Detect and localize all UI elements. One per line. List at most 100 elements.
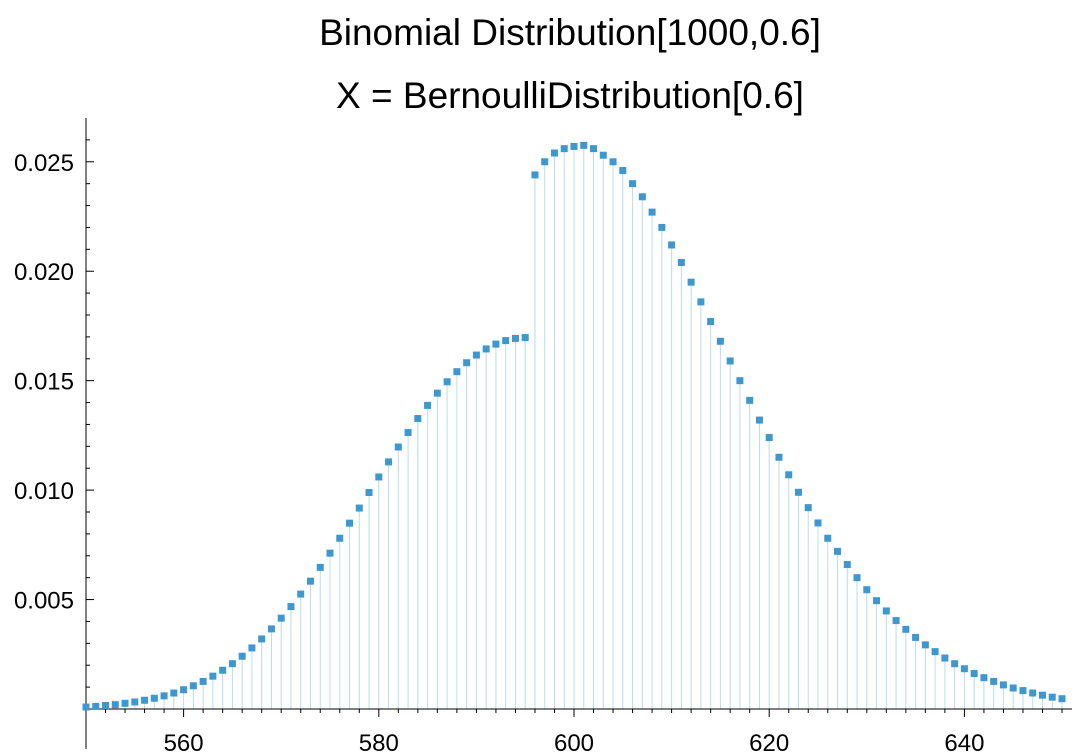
- data-point: [677, 258, 685, 266]
- data-point: [736, 377, 744, 385]
- data-point: [209, 672, 217, 680]
- data-point: [258, 635, 266, 643]
- data-point: [1038, 691, 1046, 699]
- data-point: [287, 603, 295, 611]
- data-point: [560, 145, 568, 153]
- data-point: [570, 142, 578, 150]
- data-point: [365, 489, 373, 497]
- data-point: [658, 223, 666, 231]
- data-point: [794, 488, 802, 496]
- data-point: [824, 534, 832, 542]
- data-point: [346, 519, 354, 527]
- data-point: [531, 171, 539, 179]
- data-point: [492, 340, 500, 348]
- data-point: [882, 607, 890, 615]
- data-point: [150, 694, 158, 702]
- data-point: [277, 614, 285, 622]
- data-point: [638, 193, 646, 201]
- axes: [85, 118, 1072, 749]
- data-point: [1029, 689, 1037, 697]
- data-point: [716, 337, 724, 345]
- data-point: [921, 641, 929, 649]
- data-point: [424, 401, 432, 409]
- data-point: [707, 318, 715, 326]
- x-tick-label: 640: [944, 730, 984, 756]
- data-point: [375, 473, 383, 481]
- data-point: [394, 443, 402, 451]
- data-point: [336, 534, 344, 542]
- data-point: [267, 625, 275, 633]
- data-point: [180, 686, 188, 694]
- data-point: [297, 590, 305, 598]
- stem-lines: [85, 145, 1063, 709]
- data-point: [590, 145, 598, 153]
- data-point: [902, 625, 910, 633]
- data-point: [443, 378, 451, 386]
- data-point: [814, 519, 822, 527]
- data-point: [941, 654, 949, 662]
- data-point: [912, 633, 920, 641]
- data-point: [248, 644, 256, 652]
- data-point: [170, 689, 178, 697]
- data-point: [521, 334, 529, 342]
- data-point: [121, 699, 129, 707]
- data-point: [453, 368, 461, 376]
- data-point: [873, 597, 881, 605]
- data-point: [189, 682, 197, 690]
- data-point: [385, 458, 393, 466]
- data-point: [541, 158, 549, 166]
- data-point: [599, 151, 607, 159]
- data-point: [326, 549, 334, 557]
- data-point: [355, 504, 363, 512]
- data-point: [931, 648, 939, 656]
- y-tick-label: 0.005: [14, 588, 74, 615]
- data-point: [199, 677, 207, 685]
- data-point: [316, 563, 324, 571]
- data-point: [82, 703, 90, 711]
- chart-title-line-1: Binomial Distribution[1000,0.6]: [319, 12, 821, 53]
- data-point: [306, 577, 314, 585]
- y-tick-label: 0.015: [14, 369, 74, 396]
- data-point: [414, 415, 422, 423]
- data-point: [433, 389, 441, 397]
- data-point: [785, 471, 793, 479]
- data-point: [726, 357, 734, 365]
- data-point: [219, 666, 227, 674]
- data-point: [92, 702, 100, 710]
- data-point: [609, 158, 617, 166]
- data-point: [238, 652, 246, 660]
- x-tick-label: 620: [749, 730, 789, 756]
- data-point: [668, 241, 676, 249]
- data-point: [687, 278, 695, 286]
- y-tick-label: 0.025: [14, 150, 74, 177]
- data-point: [482, 345, 490, 353]
- data-point: [951, 660, 959, 668]
- data-point: [629, 180, 637, 188]
- data-point: [834, 547, 842, 555]
- data-point: [775, 453, 783, 461]
- data-point: [404, 429, 412, 437]
- data-point: [102, 701, 110, 709]
- data-point: [980, 674, 988, 682]
- data-point: [111, 701, 119, 709]
- data-point: [1019, 687, 1027, 695]
- x-tick-label: 580: [359, 730, 399, 756]
- data-point: [228, 660, 236, 668]
- data-point: [970, 670, 978, 678]
- x-tick-label: 560: [164, 730, 204, 756]
- data-point: [550, 149, 558, 157]
- data-point: [1048, 693, 1056, 701]
- data-point: [960, 665, 968, 673]
- x-tick-label: 600: [554, 730, 594, 756]
- tick-labels: 560 580 600 620 640 0.005 0.010 0.015 0.020 0.025: [14, 150, 984, 756]
- data-point: [843, 561, 851, 569]
- data-point: [472, 351, 480, 359]
- data-point: [746, 396, 754, 404]
- data-point: [999, 681, 1007, 689]
- y-tick-label: 0.020: [14, 259, 74, 286]
- data-point: [619, 167, 627, 175]
- data-point: [990, 677, 998, 685]
- data-point: [853, 574, 861, 582]
- data-point: [765, 434, 773, 442]
